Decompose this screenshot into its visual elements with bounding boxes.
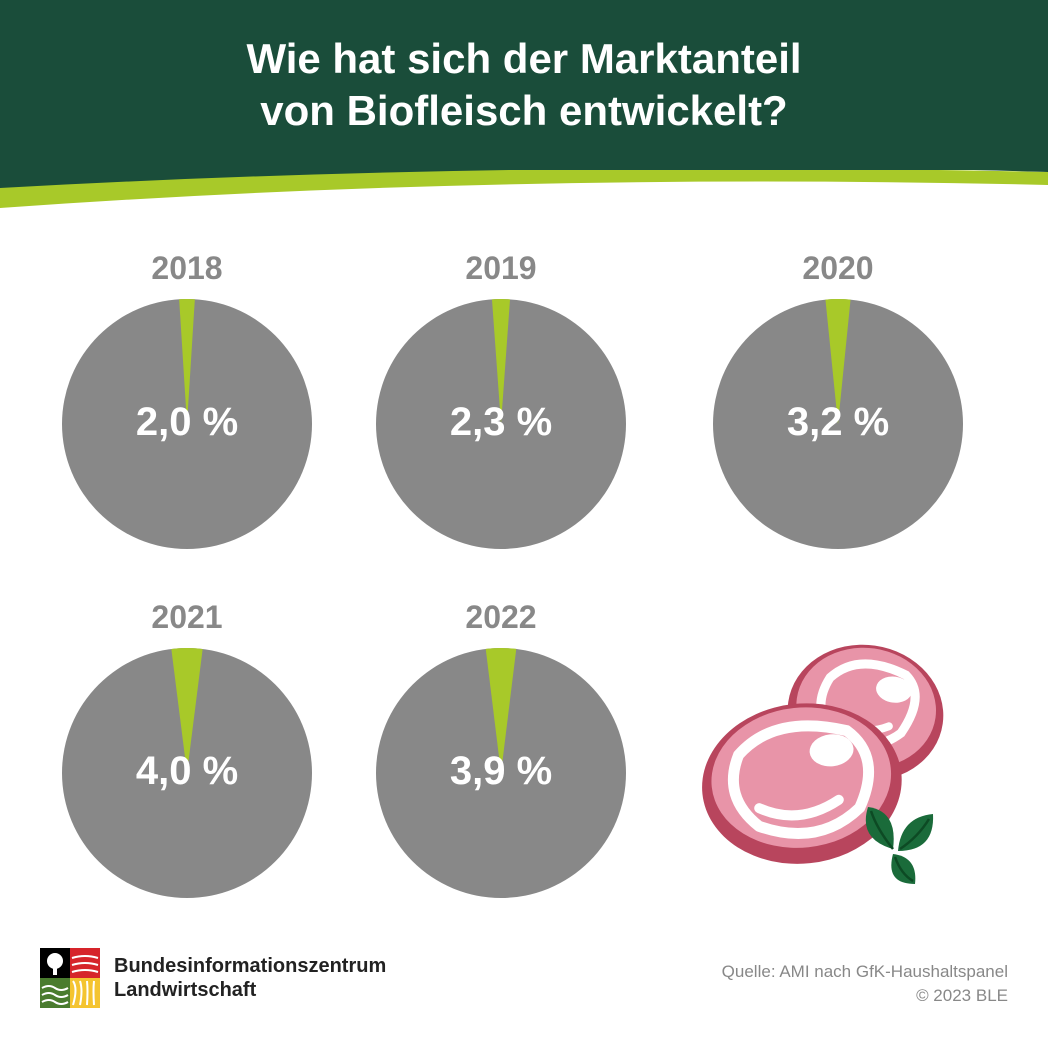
pie-value-label: 2,3 % — [374, 400, 628, 445]
pie-year-label: 2021 — [151, 599, 222, 636]
content-area: 2018 2,0 % 2019 2,3 % 2020 3,2 % 2021 4,0 % 2022… — [0, 210, 1048, 898]
pie-year-label: 2022 — [465, 599, 536, 636]
pie-year-label: 2018 — [151, 250, 222, 287]
pie-chart-grid: 2018 2,0 % 2019 2,3 % 2020 3,2 % 2021 4,0 % 2022… — [60, 250, 988, 898]
swoosh-divider — [0, 170, 1048, 210]
pie-value-label: 2,0 % — [60, 400, 314, 445]
pie-value-label: 4,0 % — [60, 749, 314, 794]
source-line: Quelle: AMI nach GfK-Haushaltspanel — [722, 960, 1008, 984]
pie-value-label: 3,2 % — [688, 400, 988, 445]
source-block: Quelle: AMI nach GfK-Haushaltspanel © 20… — [722, 960, 1008, 1008]
page-title: Wie hat sich der Marktanteil von Bioflei… — [246, 33, 801, 138]
logo-block: Bundesinformationszentrum Landwirtschaft — [40, 948, 386, 1008]
logo-text: Bundesinformationszentrum Landwirtschaft — [114, 954, 386, 1002]
pie-chart-2019: 2019 2,3 % — [374, 250, 628, 549]
meat-illustration — [688, 599, 988, 898]
title-line-2: von Biofleisch entwickelt? — [260, 87, 787, 134]
pie-chart-2018: 2018 2,0 % — [60, 250, 314, 549]
title-line-1: Wie hat sich der Marktanteil — [246, 35, 801, 82]
footer: Bundesinformationszentrum Landwirtschaft… — [0, 918, 1048, 1048]
org-name-line2: Landwirtschaft — [114, 978, 386, 1002]
pie-year-label: 2020 — [802, 250, 873, 287]
pie-chart-2021: 2021 4,0 % — [60, 599, 314, 898]
pie-value-label: 3,9 % — [374, 749, 628, 794]
pie-chart-2022: 2022 3,9 % — [374, 599, 628, 898]
pie-year-label: 2019 — [465, 250, 536, 287]
header-banner: Wie hat sich der Marktanteil von Bioflei… — [0, 0, 1048, 170]
copyright-line: © 2023 BLE — [722, 984, 1008, 1008]
bzl-logo-icon — [40, 948, 100, 1008]
meat-icon — [688, 609, 988, 889]
pie-chart-2020: 2020 3,2 % — [688, 250, 988, 549]
org-name-line1: Bundesinformationszentrum — [114, 954, 386, 978]
